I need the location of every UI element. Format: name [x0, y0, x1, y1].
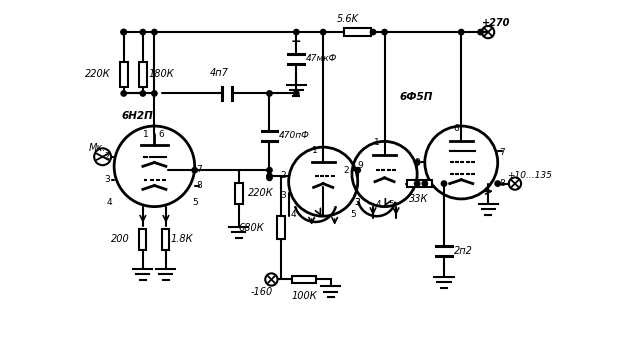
Bar — [406, 180, 432, 188]
Text: 4: 4 — [107, 198, 112, 207]
Text: 6Н2П: 6Н2П — [122, 111, 153, 121]
Circle shape — [121, 29, 126, 35]
Circle shape — [415, 181, 420, 186]
Circle shape — [293, 29, 299, 35]
Circle shape — [267, 91, 272, 96]
Text: 33К: 33К — [410, 194, 428, 204]
Text: 1: 1 — [312, 146, 317, 155]
Circle shape — [267, 173, 272, 179]
Text: 8: 8 — [197, 181, 203, 190]
Text: 220К: 220К — [85, 69, 110, 79]
Text: 2: 2 — [280, 172, 286, 180]
Text: -160: -160 — [251, 287, 273, 297]
Text: 5: 5 — [350, 210, 356, 219]
Text: 3: 3 — [354, 198, 360, 207]
Text: +270: +270 — [482, 18, 510, 28]
Circle shape — [321, 29, 326, 35]
Text: 6Ф5П: 6Ф5П — [400, 92, 433, 102]
Circle shape — [415, 160, 420, 165]
Circle shape — [293, 91, 299, 96]
Text: 3: 3 — [105, 175, 110, 184]
Text: 1.8К: 1.8К — [170, 234, 193, 244]
Circle shape — [267, 175, 272, 181]
Text: 2п2: 2п2 — [454, 246, 473, 256]
Text: 5: 5 — [388, 200, 394, 209]
Text: 470пФ: 470пФ — [279, 131, 310, 140]
Circle shape — [140, 29, 146, 35]
Bar — [120, 62, 127, 87]
Text: 4п7: 4п7 — [210, 68, 229, 78]
Text: 1: 1 — [374, 138, 380, 147]
Text: 200: 200 — [110, 234, 129, 244]
Text: 6: 6 — [454, 124, 459, 133]
Text: 5.6K: 5.6K — [337, 14, 359, 24]
Text: 2: 2 — [343, 166, 349, 175]
Text: 5: 5 — [192, 198, 199, 207]
Text: 9: 9 — [415, 158, 420, 167]
Text: +: + — [291, 35, 302, 48]
Bar — [235, 183, 243, 204]
Text: 8: 8 — [500, 179, 505, 188]
Text: Мк.: Мк. — [89, 143, 107, 153]
Text: 4: 4 — [290, 210, 296, 219]
Text: 3: 3 — [354, 198, 360, 207]
Circle shape — [382, 29, 387, 35]
Text: 7: 7 — [500, 148, 505, 157]
Text: 7: 7 — [197, 165, 203, 174]
Text: 180К: 180К — [149, 69, 174, 79]
Text: 680К: 680К — [238, 223, 264, 233]
Circle shape — [267, 167, 272, 173]
Text: +10...135: +10...135 — [507, 172, 552, 180]
Circle shape — [140, 91, 146, 96]
Text: 100К: 100К — [291, 291, 317, 301]
Circle shape — [441, 181, 447, 186]
Circle shape — [121, 91, 126, 96]
Text: 220К: 220К — [249, 188, 274, 198]
Circle shape — [459, 29, 464, 35]
Bar — [293, 276, 316, 283]
Bar — [139, 229, 146, 250]
Bar — [277, 216, 285, 239]
Circle shape — [151, 91, 157, 96]
Text: 47мкФ: 47мкФ — [306, 54, 338, 63]
Circle shape — [121, 29, 126, 35]
Circle shape — [478, 29, 483, 35]
Circle shape — [370, 29, 375, 35]
Text: 2: 2 — [105, 152, 110, 161]
Circle shape — [355, 167, 360, 173]
Circle shape — [495, 181, 500, 186]
Circle shape — [151, 29, 157, 35]
Bar — [139, 62, 147, 87]
Circle shape — [422, 181, 428, 186]
Text: 1: 1 — [143, 130, 149, 140]
Text: 4: 4 — [375, 200, 380, 209]
Bar — [345, 28, 371, 36]
Circle shape — [192, 167, 198, 173]
Text: 9: 9 — [358, 161, 363, 170]
Text: 6: 6 — [158, 130, 164, 140]
Text: 3: 3 — [280, 191, 286, 200]
Bar — [162, 229, 169, 250]
